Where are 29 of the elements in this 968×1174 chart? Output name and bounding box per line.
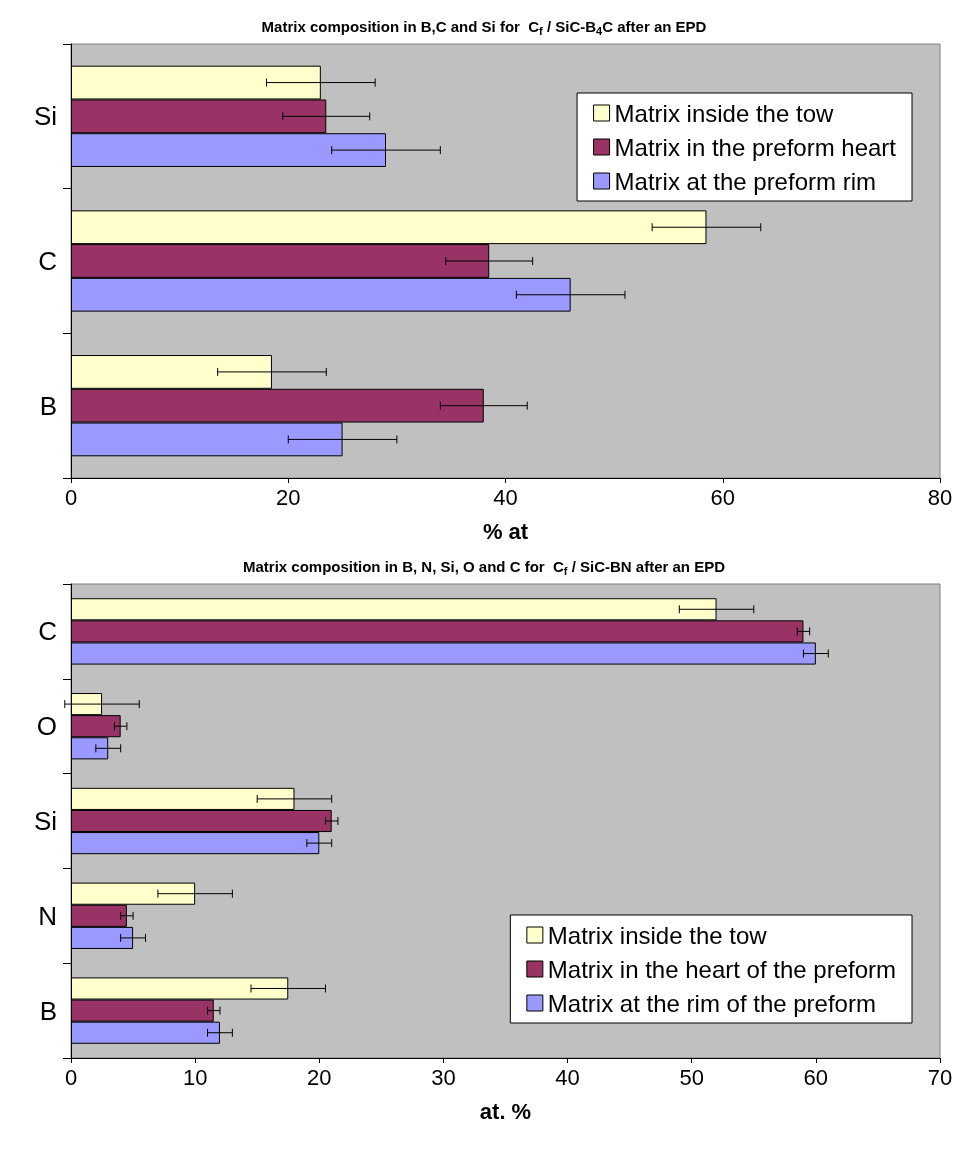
x-tick-label: 20 xyxy=(276,484,301,510)
x-tick-label: 40 xyxy=(493,484,518,510)
y-tick-label: Si xyxy=(33,806,57,836)
x-tick-label: 80 xyxy=(927,484,953,510)
legend-label: Matrix in the preform heart xyxy=(614,133,897,161)
x-tick-label: 40 xyxy=(555,1064,580,1090)
x-axis-title: % at xyxy=(482,518,529,544)
legend-label: Matrix inside the tow xyxy=(614,99,834,127)
x-tick-label: 60 xyxy=(710,484,735,510)
x-tick-label: 60 xyxy=(803,1064,829,1090)
y-tick-label: O xyxy=(36,711,57,742)
y-tick-label: C xyxy=(38,246,57,276)
y-tick-label: Si xyxy=(33,101,57,132)
legend-label: Matrix at the rim of the preform xyxy=(547,989,876,1017)
x-tick-label: 30 xyxy=(431,1064,456,1090)
y-tick-label: B xyxy=(39,390,57,421)
legend-label: Matrix in the heart of the preform xyxy=(547,955,896,983)
x-tick-label: 0 xyxy=(64,484,78,510)
y-tick-label: N xyxy=(38,900,57,931)
x-axis-title: at. % xyxy=(479,1098,532,1124)
y-tick-label: B xyxy=(39,995,57,1026)
legend-label: Matrix inside the tow xyxy=(547,921,768,949)
x-tick-label: 50 xyxy=(679,1064,704,1090)
legend-label: Matrix at the preform rim xyxy=(614,167,876,195)
x-tick-label: 70 xyxy=(927,1064,953,1090)
x-tick-label: 0 xyxy=(64,1064,78,1090)
x-tick-label: 20 xyxy=(307,1064,332,1090)
x-tick-label: 10 xyxy=(182,1064,208,1090)
y-tick-label: C xyxy=(38,616,57,647)
